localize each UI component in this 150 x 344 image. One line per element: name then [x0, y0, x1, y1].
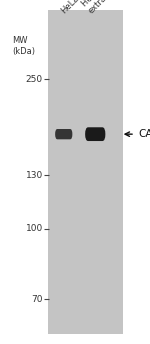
Text: 130: 130 — [26, 171, 43, 180]
Text: HeLa nuclear
extract: HeLa nuclear extract — [80, 0, 132, 15]
Text: 250: 250 — [26, 75, 43, 84]
Text: MW
(kDa): MW (kDa) — [12, 36, 35, 55]
Text: 100: 100 — [26, 224, 43, 233]
FancyBboxPatch shape — [85, 127, 105, 141]
FancyBboxPatch shape — [55, 129, 72, 139]
Bar — [48, 10, 123, 334]
Text: CA150: CA150 — [139, 129, 150, 139]
Text: 70: 70 — [31, 295, 43, 304]
Text: HeLa: HeLa — [60, 0, 81, 15]
